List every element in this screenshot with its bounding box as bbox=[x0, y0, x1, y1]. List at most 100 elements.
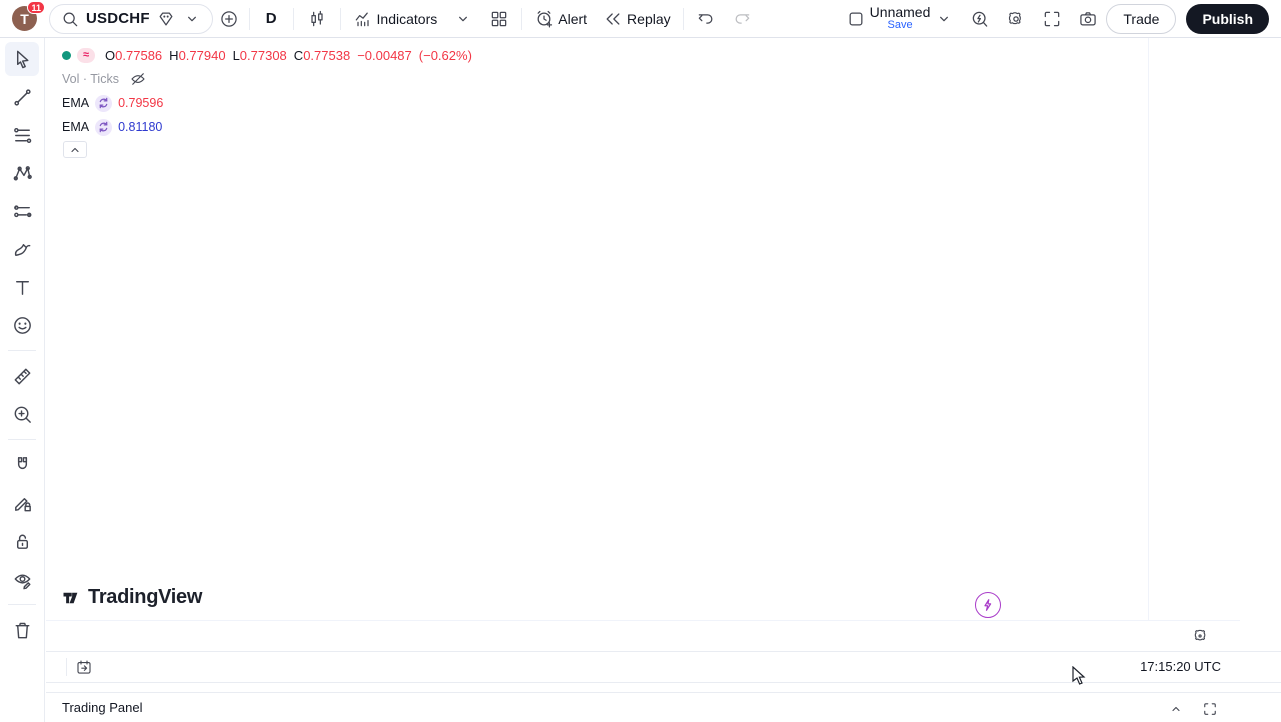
clock-utc[interactable]: 17:15:20 UTC bbox=[1140, 659, 1221, 674]
save-link[interactable]: Save bbox=[887, 18, 913, 31]
eye-hidden-icon[interactable] bbox=[129, 70, 147, 88]
long-position-icon bbox=[11, 200, 34, 223]
user-avatar[interactable]: T 11 bbox=[12, 1, 45, 31]
xabcd-pattern-icon bbox=[11, 162, 34, 185]
settings-gear-button[interactable] bbox=[998, 4, 1034, 34]
chevron-down-icon[interactable] bbox=[934, 9, 954, 29]
trade-button[interactable]: Trade bbox=[1106, 3, 1177, 34]
chevron-down-icon[interactable] bbox=[453, 9, 473, 29]
snapshot-camera-button[interactable] bbox=[1070, 4, 1106, 34]
trading-panel-title: Trading Panel bbox=[62, 700, 143, 715]
compare-add-symbol-button[interactable] bbox=[213, 4, 245, 34]
chart-legend: ≈ O 0.77586 H 0.77940 L 0.77308 C 0.7753… bbox=[62, 44, 479, 140]
lock-drawings-icon bbox=[11, 530, 34, 553]
market-flag-icon[interactable]: ≈ bbox=[77, 47, 96, 63]
axis-settings-icon[interactable] bbox=[1192, 627, 1210, 645]
indicators-label: Indicators bbox=[376, 10, 438, 27]
ruler-icon bbox=[11, 365, 34, 388]
brush-icon bbox=[11, 238, 34, 261]
hide-drawings-tool[interactable] bbox=[5, 562, 39, 596]
cursor-tool[interactable] bbox=[5, 42, 39, 76]
symbol-search[interactable]: USDCHF bbox=[49, 3, 213, 34]
open-key: O bbox=[105, 47, 116, 63]
high-value: 0.77940 bbox=[178, 47, 226, 63]
interval-button[interactable]: D bbox=[265, 10, 277, 27]
fib-retracement-tool[interactable] bbox=[5, 118, 39, 152]
legend-collapse-button[interactable] bbox=[63, 141, 87, 158]
time-axis[interactable] bbox=[46, 620, 1240, 651]
ema-row[interactable]: EMA 0.79596 bbox=[62, 92, 479, 114]
separator bbox=[339, 7, 341, 30]
ema-row[interactable]: EMA 0.81180 bbox=[62, 116, 479, 138]
xabcd-pattern-tool[interactable] bbox=[5, 156, 39, 190]
zoom-in-tool[interactable] bbox=[5, 397, 39, 431]
fib-retracement-icon bbox=[11, 124, 34, 147]
layout-grid-button[interactable] bbox=[481, 4, 517, 34]
magnet-tool[interactable] bbox=[5, 448, 39, 482]
toolbar-divider bbox=[8, 350, 36, 351]
fullscreen-button[interactable] bbox=[1034, 4, 1070, 34]
symbol-status-dot bbox=[62, 50, 71, 60]
remove-drawings-icon bbox=[11, 619, 34, 642]
cursor-icon bbox=[11, 48, 34, 71]
trend-line-tool[interactable] bbox=[5, 80, 39, 114]
ema-sync-icon[interactable] bbox=[95, 118, 113, 136]
panel-expand-chevron-icon[interactable] bbox=[1167, 700, 1185, 718]
ruler-tool[interactable] bbox=[5, 359, 39, 393]
alert-clock-icon bbox=[534, 9, 554, 29]
volume-row[interactable]: Vol · Ticks bbox=[62, 68, 479, 90]
brush-tool[interactable] bbox=[5, 232, 39, 266]
ohlc-row[interactable]: ≈ O 0.77586 H 0.77940 L 0.77308 C 0.7753… bbox=[62, 44, 479, 66]
publish-button[interactable]: Publish bbox=[1186, 3, 1269, 34]
change-percent: (−0.62%) bbox=[418, 47, 472, 63]
close-value: 0.77538 bbox=[303, 47, 351, 63]
zoom-in-icon bbox=[11, 403, 34, 426]
drawing-mode-tool[interactable] bbox=[5, 486, 39, 520]
indicators-icon bbox=[353, 9, 373, 29]
alert-label: Alert bbox=[558, 10, 588, 27]
redo-button[interactable] bbox=[724, 4, 760, 34]
go-to-date-icon[interactable] bbox=[75, 658, 93, 676]
ema-sync-icon[interactable] bbox=[95, 94, 113, 112]
undo-button[interactable] bbox=[688, 4, 724, 34]
long-position-tool[interactable] bbox=[5, 194, 39, 228]
text-tool-tool[interactable] bbox=[5, 270, 39, 304]
layout-save-widget[interactable]: Unnamed Save bbox=[838, 4, 963, 34]
ema-fast-value: 0.79596 bbox=[118, 96, 164, 110]
replay-button[interactable]: Replay bbox=[595, 4, 679, 34]
ema-label: EMA bbox=[62, 96, 90, 110]
price-axis[interactable] bbox=[1148, 38, 1240, 620]
separator bbox=[292, 7, 294, 30]
separator bbox=[682, 7, 684, 30]
layout-square-icon bbox=[846, 9, 866, 29]
notification-badge: 11 bbox=[27, 1, 45, 14]
drawing-mode-icon bbox=[11, 492, 34, 515]
panel-maximize-icon[interactable] bbox=[1201, 700, 1219, 718]
toolbar-divider bbox=[8, 604, 36, 605]
ema-slow-value: 0.81180 bbox=[118, 120, 163, 134]
drawing-toolbar bbox=[0, 38, 45, 722]
avatar-initial: T bbox=[20, 10, 29, 27]
chart-style-button[interactable] bbox=[298, 4, 336, 34]
emoji-tool[interactable] bbox=[5, 308, 39, 342]
symbol-flag-icon[interactable] bbox=[156, 9, 176, 29]
hide-drawings-icon bbox=[11, 568, 34, 591]
lock-drawings-tool[interactable] bbox=[5, 524, 39, 558]
magnet-icon bbox=[11, 454, 34, 477]
open-value: 0.77586 bbox=[115, 47, 163, 63]
instant-trade-flash-button[interactable] bbox=[975, 592, 1001, 618]
emoji-icon bbox=[11, 314, 34, 337]
low-value: 0.77308 bbox=[239, 47, 287, 63]
layout-name: Unnamed bbox=[869, 3, 931, 20]
alert-button[interactable]: Alert bbox=[526, 4, 595, 34]
trading-panel-bar[interactable]: Trading Panel bbox=[46, 692, 1281, 722]
symbol-name: USDCHF bbox=[86, 10, 150, 27]
remove-drawings-tool[interactable] bbox=[5, 613, 39, 647]
high-key: H bbox=[169, 47, 179, 63]
low-key: L bbox=[232, 47, 240, 63]
top-toolbar: T 11 USDCHF D Indicators Alert Replay Un… bbox=[0, 0, 1281, 38]
close-key: C bbox=[293, 47, 304, 63]
quick-search-button[interactable] bbox=[962, 4, 998, 34]
indicators-button[interactable]: Indicators bbox=[345, 4, 482, 34]
